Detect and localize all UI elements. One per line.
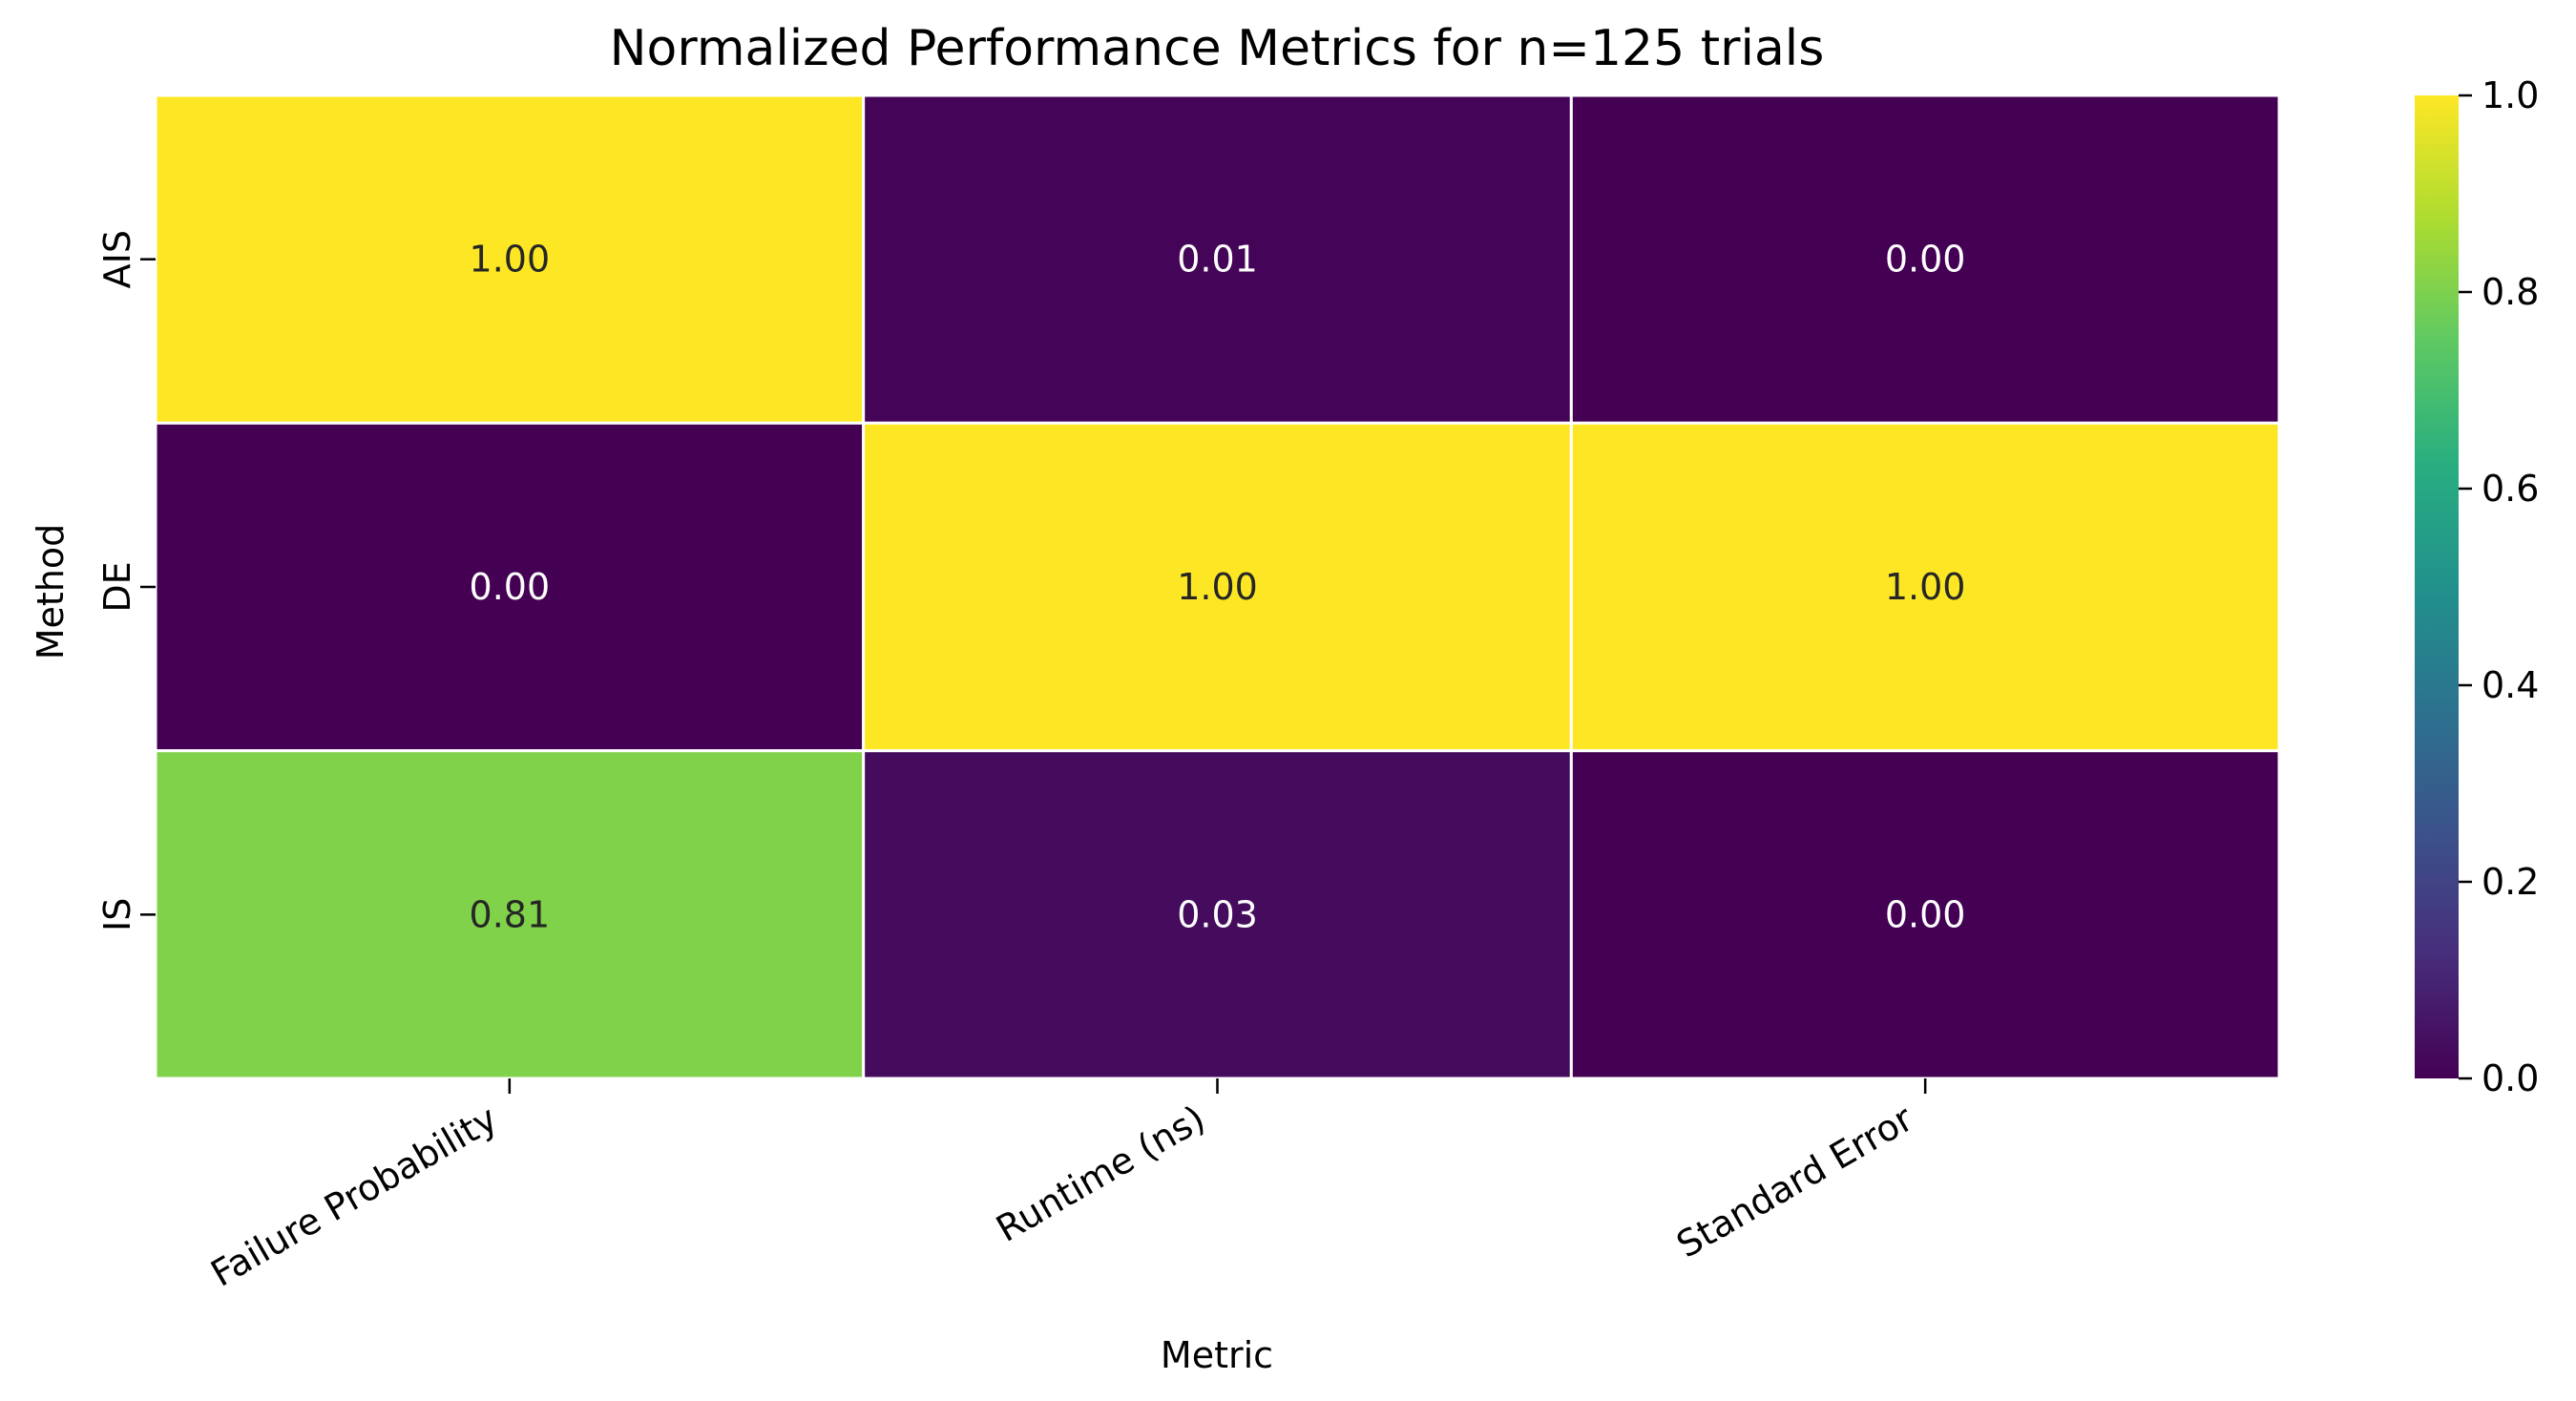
y-axis-label: Method [30, 524, 72, 660]
colorbar-gradient [2415, 95, 2459, 1078]
cell-value-label: 0.00 [1885, 893, 1966, 935]
heatmap-cell [154, 421, 866, 753]
colorbar-tick-label: 0.4 [2482, 664, 2539, 706]
colorbar-tick-label: 0.6 [2482, 468, 2539, 510]
cell-value-label: 0.81 [470, 893, 551, 935]
colorbar: 0.0 0.2 0.4 0.6 0.8 1.0 [2415, 74, 2539, 1099]
colorbar-tick-label: 0.0 [2482, 1057, 2539, 1099]
y-tick-label: IS [96, 898, 138, 931]
heatmap-cell [154, 94, 866, 425]
cell-value-label: 0.01 [1177, 239, 1258, 281]
colorbar-tick-label: 1.0 [2482, 74, 2539, 116]
heatmap-cell [862, 94, 1573, 425]
colorbar-tick-label: 0.2 [2482, 861, 2539, 903]
y-axis: AIS DE IS [96, 230, 156, 931]
y-tick-label: DE [96, 561, 138, 612]
cell-value-label: 1.00 [1177, 566, 1258, 608]
x-axis: Failure Probability Runtime (ns) Standard … [204, 1078, 1927, 1295]
chart-title: Normalized Performance Metrics for n=125… [610, 20, 1825, 77]
heatmap-cell [862, 421, 1573, 753]
cell-value-label: 1.00 [1885, 566, 1966, 608]
x-tick-label: Standard Error [1669, 1098, 1920, 1266]
heatmap-cell [862, 749, 1573, 1080]
cell-value-label: 0.00 [470, 566, 551, 608]
x-tick-label: Runtime (ns) [989, 1098, 1212, 1250]
heatmap-cell [1569, 94, 2281, 425]
heatmap-cell-labels: 1.00 0.01 0.00 0.00 1.00 1.00 0.81 0.03 0.00 [470, 239, 1966, 936]
heatmap-cell [154, 749, 866, 1080]
x-axis-label: Metric [1161, 1334, 1273, 1376]
cell-value-label: 0.00 [1885, 239, 1966, 281]
colorbar-tick-label: 0.8 [2482, 271, 2539, 313]
y-tick-label: AIS [96, 230, 138, 288]
x-tick-label: Failure Probability [204, 1098, 505, 1295]
heatmap-cells [154, 94, 2281, 1080]
heatmap-cell [1569, 421, 2281, 753]
cell-value-label: 0.03 [1177, 893, 1258, 935]
cell-value-label: 1.00 [470, 239, 551, 281]
